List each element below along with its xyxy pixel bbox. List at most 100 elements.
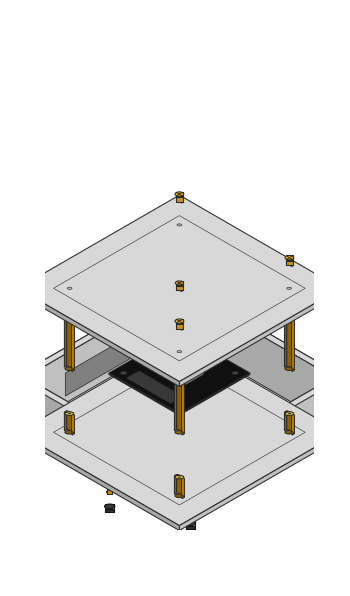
Polygon shape [176, 319, 183, 324]
Polygon shape [185, 285, 339, 423]
Ellipse shape [175, 367, 184, 371]
Polygon shape [18, 288, 180, 387]
Ellipse shape [104, 504, 115, 509]
Ellipse shape [175, 494, 184, 498]
Polygon shape [176, 285, 183, 290]
Ellipse shape [177, 368, 182, 370]
Ellipse shape [175, 319, 184, 324]
Polygon shape [174, 474, 177, 494]
Polygon shape [72, 298, 74, 371]
Polygon shape [186, 521, 195, 524]
Polygon shape [177, 231, 182, 304]
Polygon shape [174, 353, 204, 374]
Polygon shape [177, 358, 182, 431]
Polygon shape [188, 505, 193, 511]
Polygon shape [20, 285, 180, 377]
Polygon shape [156, 358, 204, 385]
Ellipse shape [67, 287, 72, 289]
Ellipse shape [77, 439, 84, 442]
Polygon shape [18, 339, 341, 526]
Ellipse shape [177, 224, 182, 226]
Polygon shape [165, 346, 190, 360]
Polygon shape [292, 298, 294, 371]
Polygon shape [22, 402, 29, 418]
Polygon shape [182, 232, 184, 307]
Polygon shape [182, 352, 184, 371]
Polygon shape [65, 331, 139, 396]
Ellipse shape [175, 430, 184, 434]
Ellipse shape [187, 502, 194, 505]
Polygon shape [25, 377, 180, 516]
Ellipse shape [120, 371, 127, 374]
Ellipse shape [285, 367, 294, 371]
Polygon shape [282, 418, 303, 445]
Polygon shape [64, 294, 67, 367]
Ellipse shape [177, 495, 182, 496]
Polygon shape [107, 489, 112, 493]
Polygon shape [288, 261, 292, 267]
Ellipse shape [68, 296, 71, 297]
Ellipse shape [77, 444, 84, 447]
Ellipse shape [175, 303, 184, 307]
Polygon shape [176, 491, 183, 507]
Polygon shape [176, 192, 183, 196]
Polygon shape [209, 461, 230, 488]
Ellipse shape [106, 491, 113, 493]
Polygon shape [72, 415, 74, 435]
Polygon shape [185, 371, 204, 385]
Polygon shape [180, 288, 341, 387]
Polygon shape [186, 526, 195, 529]
Ellipse shape [65, 412, 74, 415]
Polygon shape [180, 377, 339, 469]
Polygon shape [292, 296, 294, 370]
Polygon shape [174, 358, 177, 431]
Polygon shape [64, 411, 67, 431]
Polygon shape [176, 192, 183, 197]
Polygon shape [25, 288, 180, 426]
Polygon shape [127, 371, 183, 403]
Ellipse shape [285, 430, 294, 434]
Polygon shape [285, 294, 287, 367]
Polygon shape [180, 288, 334, 426]
Polygon shape [287, 411, 292, 431]
Ellipse shape [288, 413, 290, 414]
Ellipse shape [177, 350, 182, 353]
Polygon shape [20, 380, 174, 519]
Polygon shape [185, 380, 339, 519]
Polygon shape [72, 412, 74, 434]
Polygon shape [330, 402, 337, 418]
Polygon shape [287, 294, 292, 367]
Ellipse shape [285, 412, 294, 415]
Ellipse shape [232, 371, 238, 374]
Polygon shape [292, 415, 294, 435]
Ellipse shape [175, 348, 184, 352]
Polygon shape [177, 347, 182, 367]
Polygon shape [78, 442, 83, 447]
Polygon shape [180, 377, 334, 516]
Polygon shape [174, 347, 177, 367]
Polygon shape [246, 439, 266, 466]
Polygon shape [174, 231, 177, 304]
Polygon shape [180, 432, 341, 530]
Polygon shape [286, 260, 293, 265]
Polygon shape [182, 362, 184, 435]
Polygon shape [176, 196, 183, 201]
Polygon shape [180, 373, 250, 415]
Ellipse shape [75, 457, 86, 462]
Polygon shape [20, 285, 174, 423]
Polygon shape [178, 286, 182, 292]
Polygon shape [182, 235, 184, 308]
Polygon shape [176, 319, 183, 324]
Ellipse shape [178, 233, 181, 234]
Ellipse shape [175, 281, 183, 285]
Polygon shape [178, 325, 182, 330]
Polygon shape [180, 285, 339, 377]
Ellipse shape [285, 256, 294, 260]
Polygon shape [176, 491, 183, 507]
Polygon shape [20, 377, 180, 469]
Polygon shape [105, 504, 114, 507]
Polygon shape [76, 457, 85, 460]
Polygon shape [67, 411, 72, 431]
Polygon shape [18, 195, 341, 381]
Polygon shape [292, 412, 294, 434]
